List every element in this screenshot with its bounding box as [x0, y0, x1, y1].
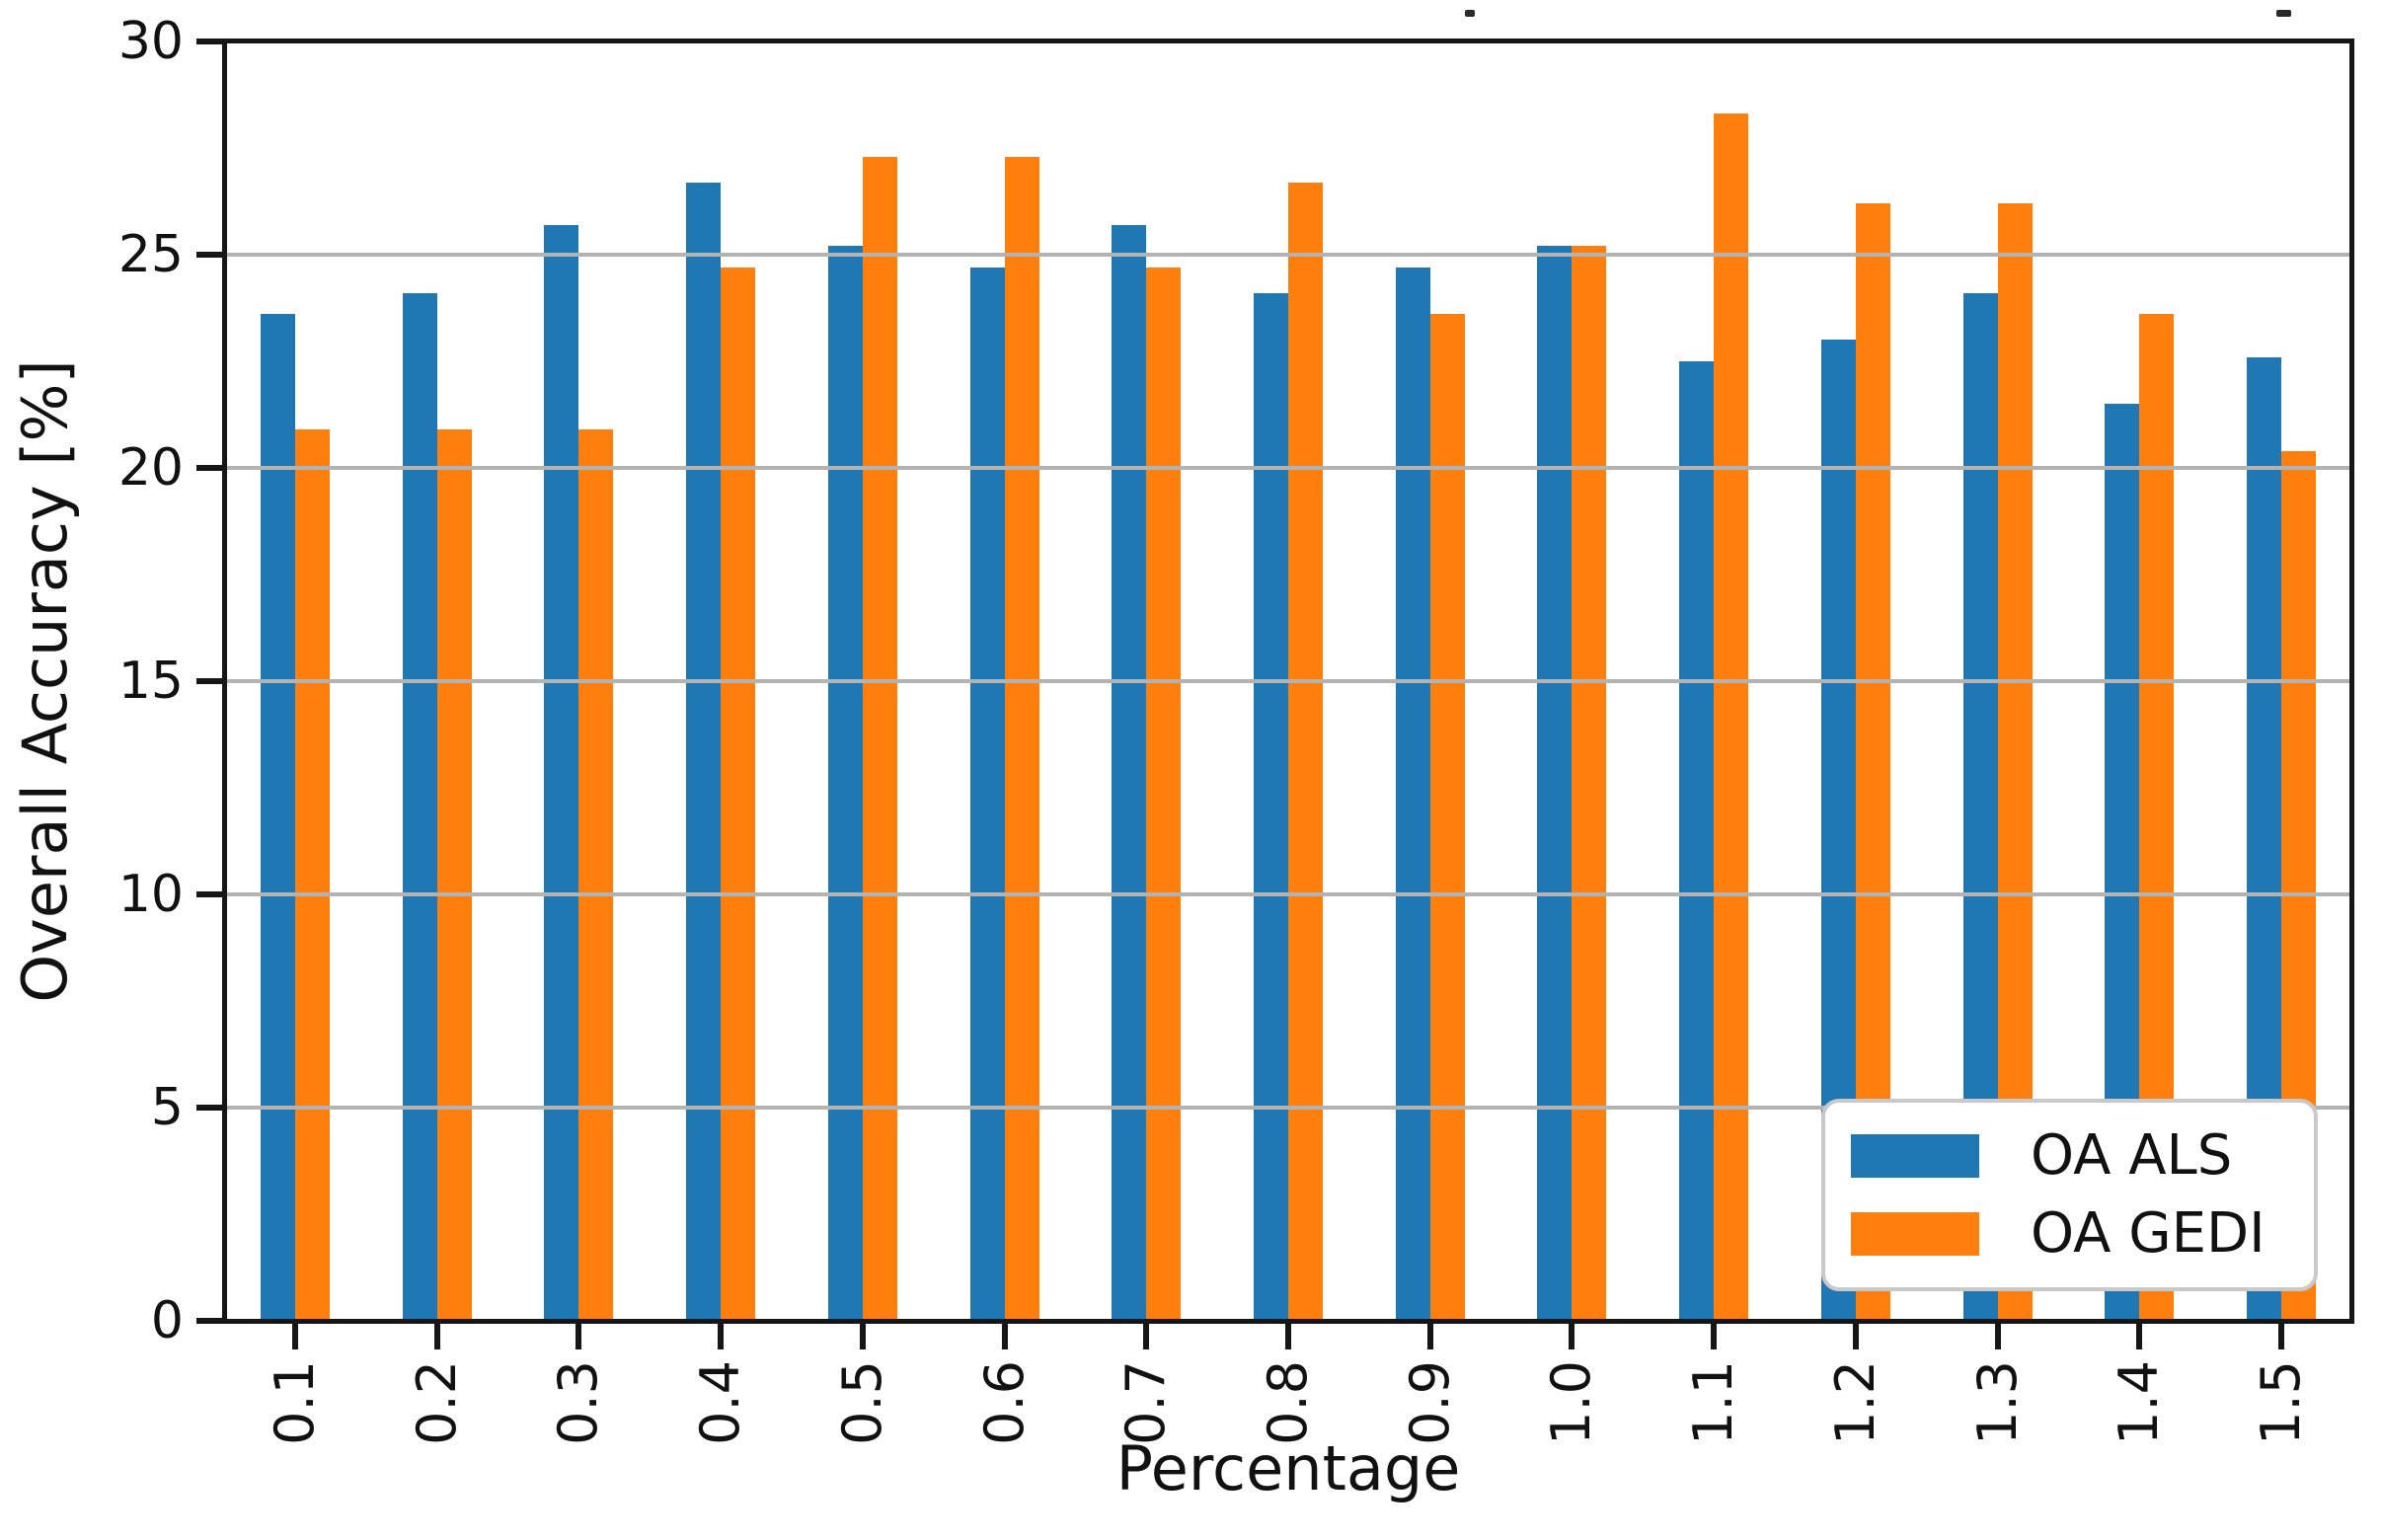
y-tick-label-5: 5 [150, 1078, 184, 1137]
x-tick-0.7 [1143, 1324, 1150, 1349]
bar-oa-als-0.1 [260, 314, 295, 1321]
y-tick-label-10: 10 [117, 865, 184, 924]
legend-item-oa-gedi: OA GEDI [1851, 1200, 2288, 1266]
x-tick-0.5 [859, 1324, 866, 1349]
bar-oa-gedi-1.0 [1572, 246, 1607, 1321]
legend-swatch-oa-gedi [1851, 1211, 1979, 1256]
x-tick-1.3 [1994, 1324, 2001, 1349]
x-tick-label-0.1: 0.1 [263, 1360, 326, 1445]
bar-oa-gedi-0.5 [862, 156, 897, 1321]
bar-oa-gedi-0.4 [721, 267, 756, 1321]
y-tick-20 [196, 465, 222, 471]
legend-label-oa-als: OA ALS [2031, 1123, 2233, 1189]
plot-border [222, 38, 2354, 1324]
bar-oa-als-0.5 [827, 246, 863, 1321]
gridline-15 [227, 679, 2349, 683]
bar-oa-gedi-1.1 [1714, 114, 1749, 1321]
x-tick-1.4 [2136, 1324, 2143, 1349]
x-tick-0.2 [433, 1324, 440, 1349]
x-tick-label-1.3: 1.3 [1965, 1360, 2029, 1445]
bar-oa-gedi-0.7 [1146, 267, 1182, 1321]
artifact-mark [1465, 10, 1475, 17]
x-tick-0.6 [1001, 1324, 1008, 1349]
x-tick-1.5 [2278, 1324, 2285, 1349]
y-tick-label-20: 20 [117, 438, 184, 498]
legend-swatch-oa-als [1851, 1134, 1979, 1179]
x-tick-label-1.0: 1.0 [1540, 1360, 1603, 1445]
y-tick-10 [196, 891, 222, 897]
bar-oa-gedi-0.8 [1288, 182, 1323, 1321]
y-tick-label-15: 15 [117, 652, 184, 711]
x-tick-0.9 [1426, 1324, 1433, 1349]
bar-oa-gedi-0.2 [436, 429, 472, 1321]
legend-label-oa-gedi: OA GEDI [2031, 1200, 2266, 1266]
y-tick-label-25: 25 [117, 225, 184, 284]
gridline-25 [227, 253, 2349, 257]
bar-oa-als-0.6 [969, 267, 1005, 1321]
x-tick-label-0.5: 0.5 [830, 1360, 893, 1445]
bar-oa-als-0.2 [402, 292, 437, 1321]
bar-oa-gedi-0.9 [1429, 314, 1465, 1321]
bar-oa-gedi-0.1 [294, 429, 330, 1321]
gridline-10 [227, 892, 2349, 896]
x-tick-label-0.6: 0.6 [972, 1360, 1036, 1445]
y-tick-5 [196, 1105, 222, 1111]
bar-oa-als-0.7 [1112, 224, 1147, 1321]
legend-item-oa-als: OA ALS [1851, 1126, 2288, 1186]
x-tick-label-1.1: 1.1 [1682, 1360, 1745, 1445]
bar-oa-als-1.1 [1679, 361, 1715, 1321]
y-tick-30 [196, 38, 222, 44]
bar-oa-als-0.4 [686, 182, 722, 1321]
bar-oa-gedi-0.6 [1004, 156, 1039, 1321]
x-tick-label-0.2: 0.2 [405, 1360, 468, 1445]
x-tick-0.3 [576, 1324, 582, 1349]
x-tick-0.1 [291, 1324, 298, 1349]
gridline-5 [227, 1106, 2349, 1110]
y-axis-label: Overall Accuracy [%] [9, 359, 81, 1003]
bar-oa-als-0.9 [1395, 267, 1430, 1321]
y-tick-25 [196, 252, 222, 258]
x-tick-label-0.4: 0.4 [689, 1360, 752, 1445]
x-axis-label: Percentage [1115, 1432, 1461, 1504]
bar-oa-gedi-0.3 [578, 429, 614, 1321]
x-tick-0.8 [1285, 1324, 1291, 1349]
x-tick-0.4 [718, 1324, 725, 1349]
y-tick-0 [196, 1318, 222, 1324]
x-tick-1.0 [1569, 1324, 1575, 1349]
x-tick-1.1 [1711, 1324, 1718, 1349]
y-tick-15 [196, 678, 222, 684]
bar-oa-als-1.0 [1537, 246, 1573, 1321]
artifact-mark [2276, 10, 2291, 17]
x-tick-label-1.4: 1.4 [2108, 1360, 2171, 1445]
x-tick-1.2 [1852, 1324, 1859, 1349]
bar-oa-als-0.3 [544, 224, 579, 1321]
y-tick-label-0: 0 [150, 1291, 184, 1350]
x-tick-label-1.5: 1.5 [2250, 1360, 2313, 1445]
y-tick-label-30: 30 [117, 12, 184, 71]
x-tick-label-0.3: 0.3 [547, 1360, 610, 1445]
gridline-20 [227, 466, 2349, 470]
bar-oa-als-0.8 [1254, 292, 1288, 1321]
x-tick-label-1.2: 1.2 [1823, 1360, 1886, 1445]
legend: OA ALS OA GEDI [1821, 1099, 2318, 1291]
